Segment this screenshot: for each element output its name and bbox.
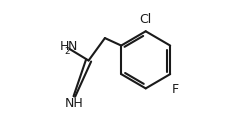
Text: H: H (60, 40, 69, 53)
Text: Cl: Cl (140, 13, 152, 26)
Text: 2: 2 (64, 47, 70, 56)
Text: F: F (172, 83, 179, 96)
Text: NH: NH (65, 97, 84, 110)
Text: N: N (68, 40, 77, 53)
